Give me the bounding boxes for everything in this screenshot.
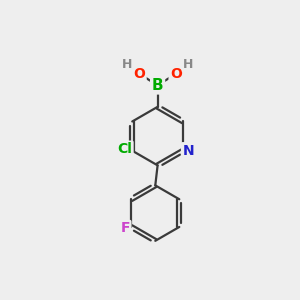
Text: Cl: Cl [117,142,132,156]
Text: O: O [133,67,145,81]
Text: F: F [120,221,130,236]
Text: O: O [170,67,182,81]
Text: N: N [182,144,194,158]
Text: B: B [152,78,164,93]
Text: H: H [122,58,132,71]
Text: H: H [183,58,194,71]
